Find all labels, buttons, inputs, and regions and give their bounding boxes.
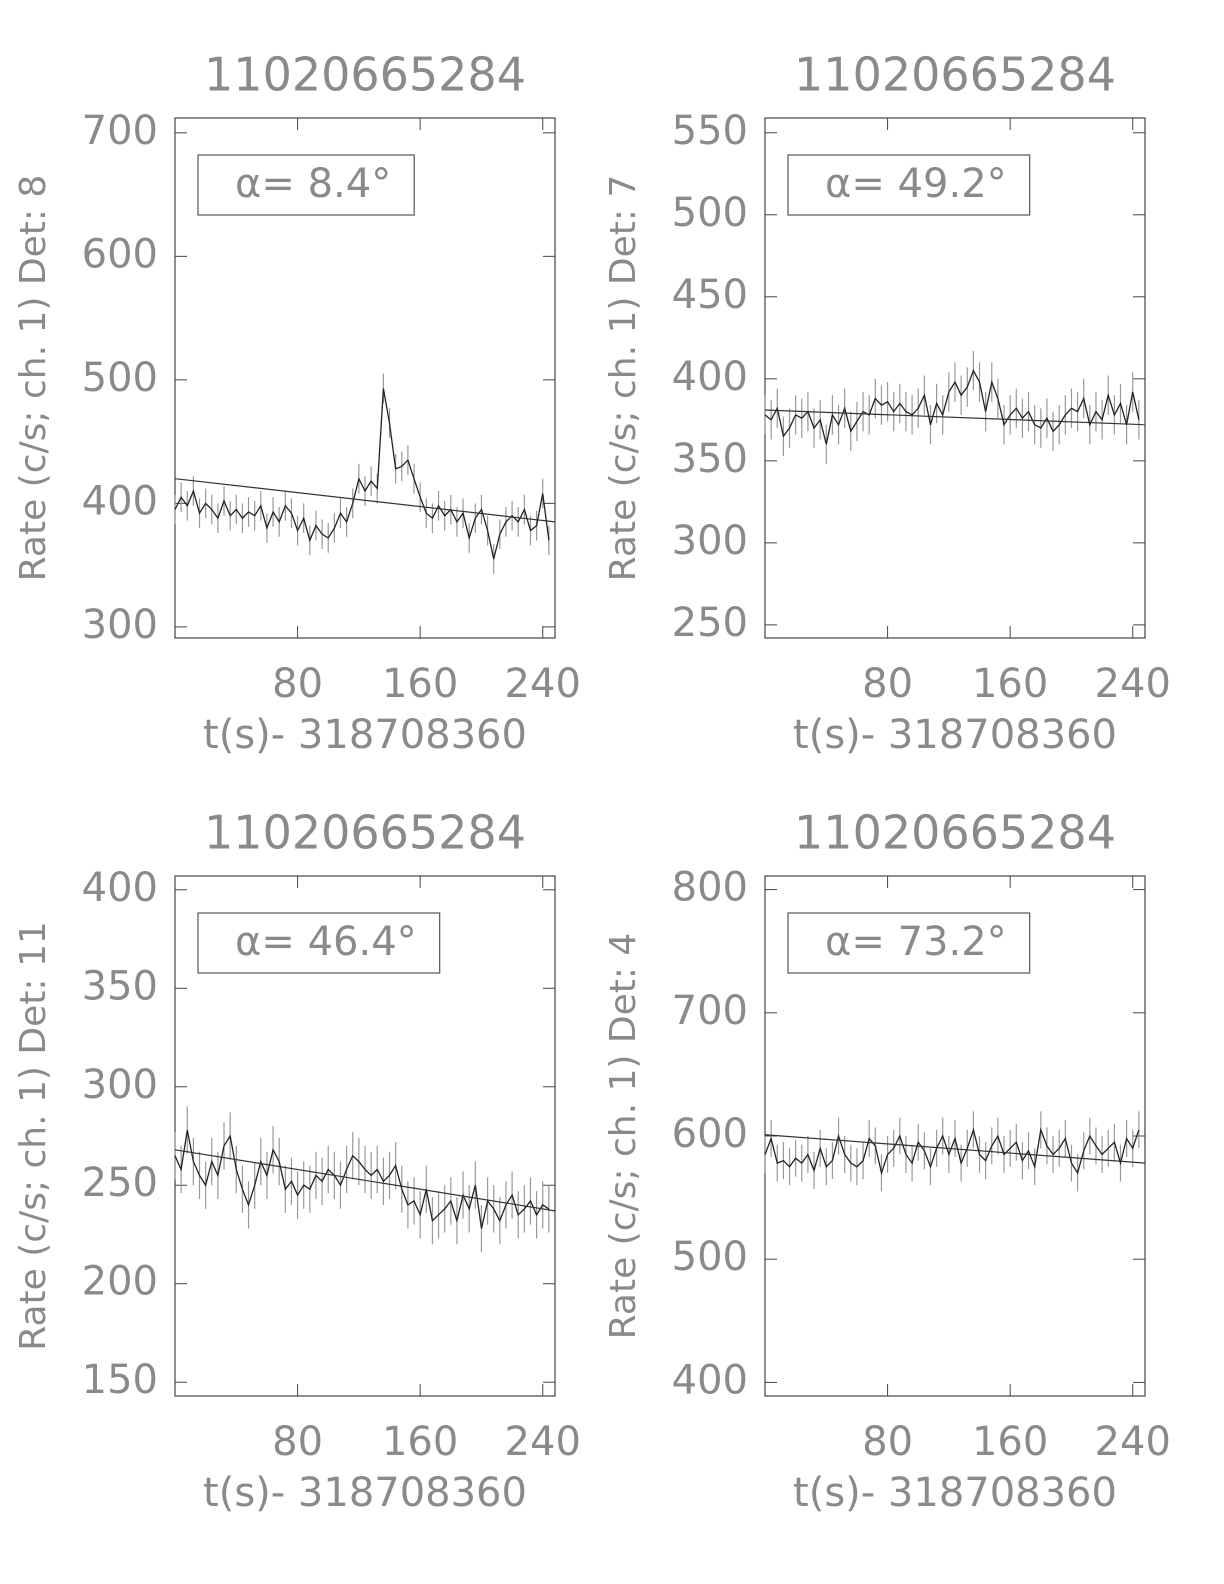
x-tick-label: 80 bbox=[272, 1419, 323, 1465]
annotation: α= 73.2° bbox=[825, 919, 1007, 965]
plot-frame bbox=[174, 117, 556, 639]
x-tick-label: 160 bbox=[972, 661, 1048, 707]
y-tick-label: 300 bbox=[82, 1062, 158, 1108]
light-curve bbox=[764, 1127, 1140, 1176]
x-tick-label: 240 bbox=[505, 661, 581, 707]
y-tick-label: 550 bbox=[672, 108, 748, 154]
y-axis-label: Rate (c/s; ch. 1) Det: 7 bbox=[603, 175, 644, 582]
x-tick-label: 240 bbox=[1095, 1419, 1171, 1465]
y-tick-label: 400 bbox=[672, 1357, 748, 1403]
fit-line bbox=[764, 1134, 1146, 1164]
annotation-box bbox=[787, 154, 1031, 216]
x-axis-label: t(s)- 318708360 bbox=[793, 712, 1117, 758]
annotation: α= 8.4° bbox=[235, 161, 391, 207]
y-tick-label: 700 bbox=[82, 108, 158, 154]
annotation-box bbox=[787, 912, 1031, 974]
x-tick-label: 80 bbox=[862, 661, 913, 707]
y-axis-label: Rate (c/s; ch. 1) Det: 11 bbox=[13, 921, 54, 1351]
y-tick-label: 300 bbox=[82, 602, 158, 648]
fit-line bbox=[764, 409, 1146, 426]
panel-title: 11020665284 bbox=[204, 48, 526, 102]
annotation: α= 46.4° bbox=[235, 919, 417, 965]
fit-line bbox=[174, 478, 556, 523]
y-tick-label: 450 bbox=[672, 272, 748, 318]
y-tick-label: 250 bbox=[82, 1160, 158, 1206]
y-tick-label: 250 bbox=[672, 600, 748, 646]
x-tick-label: 160 bbox=[972, 1419, 1048, 1465]
x-tick-label: 160 bbox=[382, 1419, 458, 1465]
y-axis-label: Rate (c/s; ch. 1) Det: 8 bbox=[13, 175, 54, 582]
panel-title: 11020665284 bbox=[794, 806, 1116, 860]
light-curve bbox=[174, 388, 550, 560]
panel-title: 11020665284 bbox=[794, 48, 1116, 102]
x-axis-label: t(s)- 318708360 bbox=[203, 1470, 527, 1516]
x-axis-label: t(s)- 318708360 bbox=[203, 712, 527, 758]
plot-frame bbox=[764, 117, 1146, 639]
y-tick-label: 700 bbox=[672, 988, 748, 1034]
y-tick-label: 400 bbox=[672, 354, 748, 400]
x-tick-label: 80 bbox=[272, 661, 323, 707]
x-tick-label: 240 bbox=[505, 1419, 581, 1465]
y-tick-label: 500 bbox=[82, 355, 158, 401]
y-axis-label: Rate (c/s; ch. 1) Det: 4 bbox=[603, 933, 644, 1340]
annotation-box bbox=[197, 912, 441, 974]
y-tick-label: 200 bbox=[82, 1259, 158, 1305]
annotation: α= 49.2° bbox=[825, 161, 1007, 207]
x-axis-label: t(s)- 318708360 bbox=[793, 1470, 1117, 1516]
y-tick-label: 400 bbox=[82, 865, 158, 911]
y-tick-label: 150 bbox=[82, 1357, 158, 1403]
y-tick-label: 300 bbox=[672, 518, 748, 564]
y-tick-label: 350 bbox=[82, 963, 158, 1009]
y-tick-label: 500 bbox=[672, 1234, 748, 1280]
y-tick-label: 800 bbox=[672, 865, 748, 911]
panel-title: 11020665284 bbox=[204, 806, 526, 860]
y-tick-label: 500 bbox=[672, 190, 748, 236]
y-tick-label: 600 bbox=[82, 231, 158, 277]
annotation-box bbox=[197, 154, 415, 216]
x-tick-label: 80 bbox=[862, 1419, 913, 1465]
y-tick-label: 350 bbox=[672, 436, 748, 482]
fit-line bbox=[174, 1149, 556, 1212]
y-tick-label: 600 bbox=[672, 1111, 748, 1157]
x-tick-label: 240 bbox=[1095, 661, 1171, 707]
light-curve bbox=[174, 1129, 550, 1229]
x-tick-label: 160 bbox=[382, 661, 458, 707]
light-curve bbox=[764, 369, 1140, 445]
y-tick-label: 400 bbox=[82, 478, 158, 524]
